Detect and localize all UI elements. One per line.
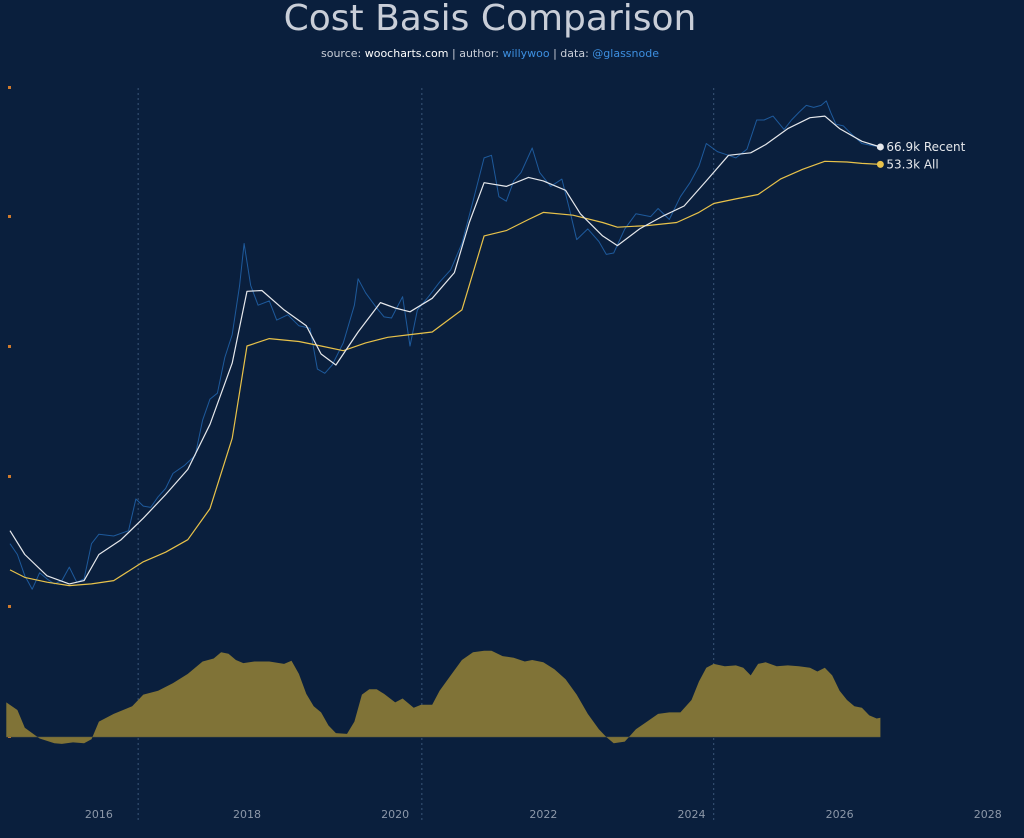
subtitle-source-prefix: source:: [320, 47, 365, 60]
y-axis-marker-1: [8, 215, 11, 218]
oscillator-area: [6, 650, 881, 744]
x-tick-label-2016: 2016: [85, 808, 113, 821]
y-axis-marker-3: [8, 475, 11, 478]
x-tick-label-2026: 2026: [826, 808, 854, 821]
x-axis: 2016 2018 2020 2022 2024 2026 2028: [85, 808, 1002, 821]
series-all-endpoint: [876, 160, 884, 168]
y-axis-marker-2: [8, 345, 11, 348]
series-all-line: [9, 160, 881, 587]
series-recent-endpoint: [876, 143, 884, 151]
series-price-line: [9, 100, 881, 590]
y-axis-markers: [8, 86, 11, 738]
y-axis-marker-0: [8, 86, 11, 89]
x-tick-label-2024: 2024: [677, 808, 705, 821]
subtitle-author-link[interactable]: willywoo: [502, 47, 550, 60]
chart-subtitle: source: woocharts.com | author: willywoo…: [0, 47, 980, 60]
y-axis-marker-4: [8, 605, 11, 608]
series-lines: [9, 100, 881, 590]
subtitle-separator-data: | data:: [549, 47, 593, 60]
subtitle-source-link[interactable]: woocharts.com: [364, 47, 449, 60]
oscillator-fill: [6, 650, 881, 744]
subtitle-data-link[interactable]: @glassnode: [592, 47, 659, 60]
series-recent-line: [9, 115, 881, 585]
series-recent-label: 66.9k Recent: [886, 140, 965, 154]
x-tick-label-2020: 2020: [381, 808, 409, 821]
x-tick-label-2018: 2018: [233, 808, 261, 821]
series-endpoints: 66.9k Recent 53.3k All: [876, 140, 966, 171]
x-tick-label-2022: 2022: [529, 808, 557, 821]
series-all-label: 53.3k All: [886, 157, 938, 171]
x-tick-label-2028: 2028: [974, 808, 1002, 821]
subtitle-separator-author: | author:: [448, 47, 503, 60]
chart-title: Cost Basis Comparison: [283, 0, 697, 39]
